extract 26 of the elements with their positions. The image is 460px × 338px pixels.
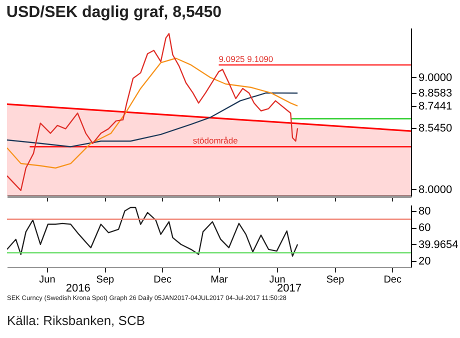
annotation: 9.0925 xyxy=(218,54,246,64)
text: Källa: Riksbanken, SCB xyxy=(7,313,146,328)
y-tick-label: 8.7441 xyxy=(418,100,452,112)
annotation: 9.1090 xyxy=(247,54,274,64)
y-tick-label: 8.5450 xyxy=(418,122,452,135)
x2-tick-label: 2016 xyxy=(66,282,90,294)
x-tick-label: Mar xyxy=(210,274,229,286)
x2-tick-label: 2017 xyxy=(276,282,302,294)
y-tick-label: 8.8583 xyxy=(418,88,452,100)
y-tick-label: 39.9654 xyxy=(418,238,458,251)
x-tick-label: Sep xyxy=(326,274,345,286)
line-series xyxy=(7,206,298,257)
y-tick-label: 9.0000 xyxy=(418,72,452,84)
line-series xyxy=(7,58,298,169)
line-series xyxy=(7,33,298,191)
y-tick-label: 60 xyxy=(418,222,431,234)
y-tick-label: 8.0000 xyxy=(418,184,452,196)
x-tick-label: Dec xyxy=(154,274,172,286)
annotation: stödområde xyxy=(192,136,238,146)
y-tick-label: 20 xyxy=(418,256,431,268)
line-series xyxy=(7,92,298,148)
x-tick-label: Sep xyxy=(96,274,115,286)
x-tick-label: Jun xyxy=(39,274,56,286)
y-tick-label: 80 xyxy=(418,205,431,218)
chart-title: USD/SEK daglig graf, 8,5450 xyxy=(6,4,222,21)
x-tick-label: Dec xyxy=(384,274,402,286)
